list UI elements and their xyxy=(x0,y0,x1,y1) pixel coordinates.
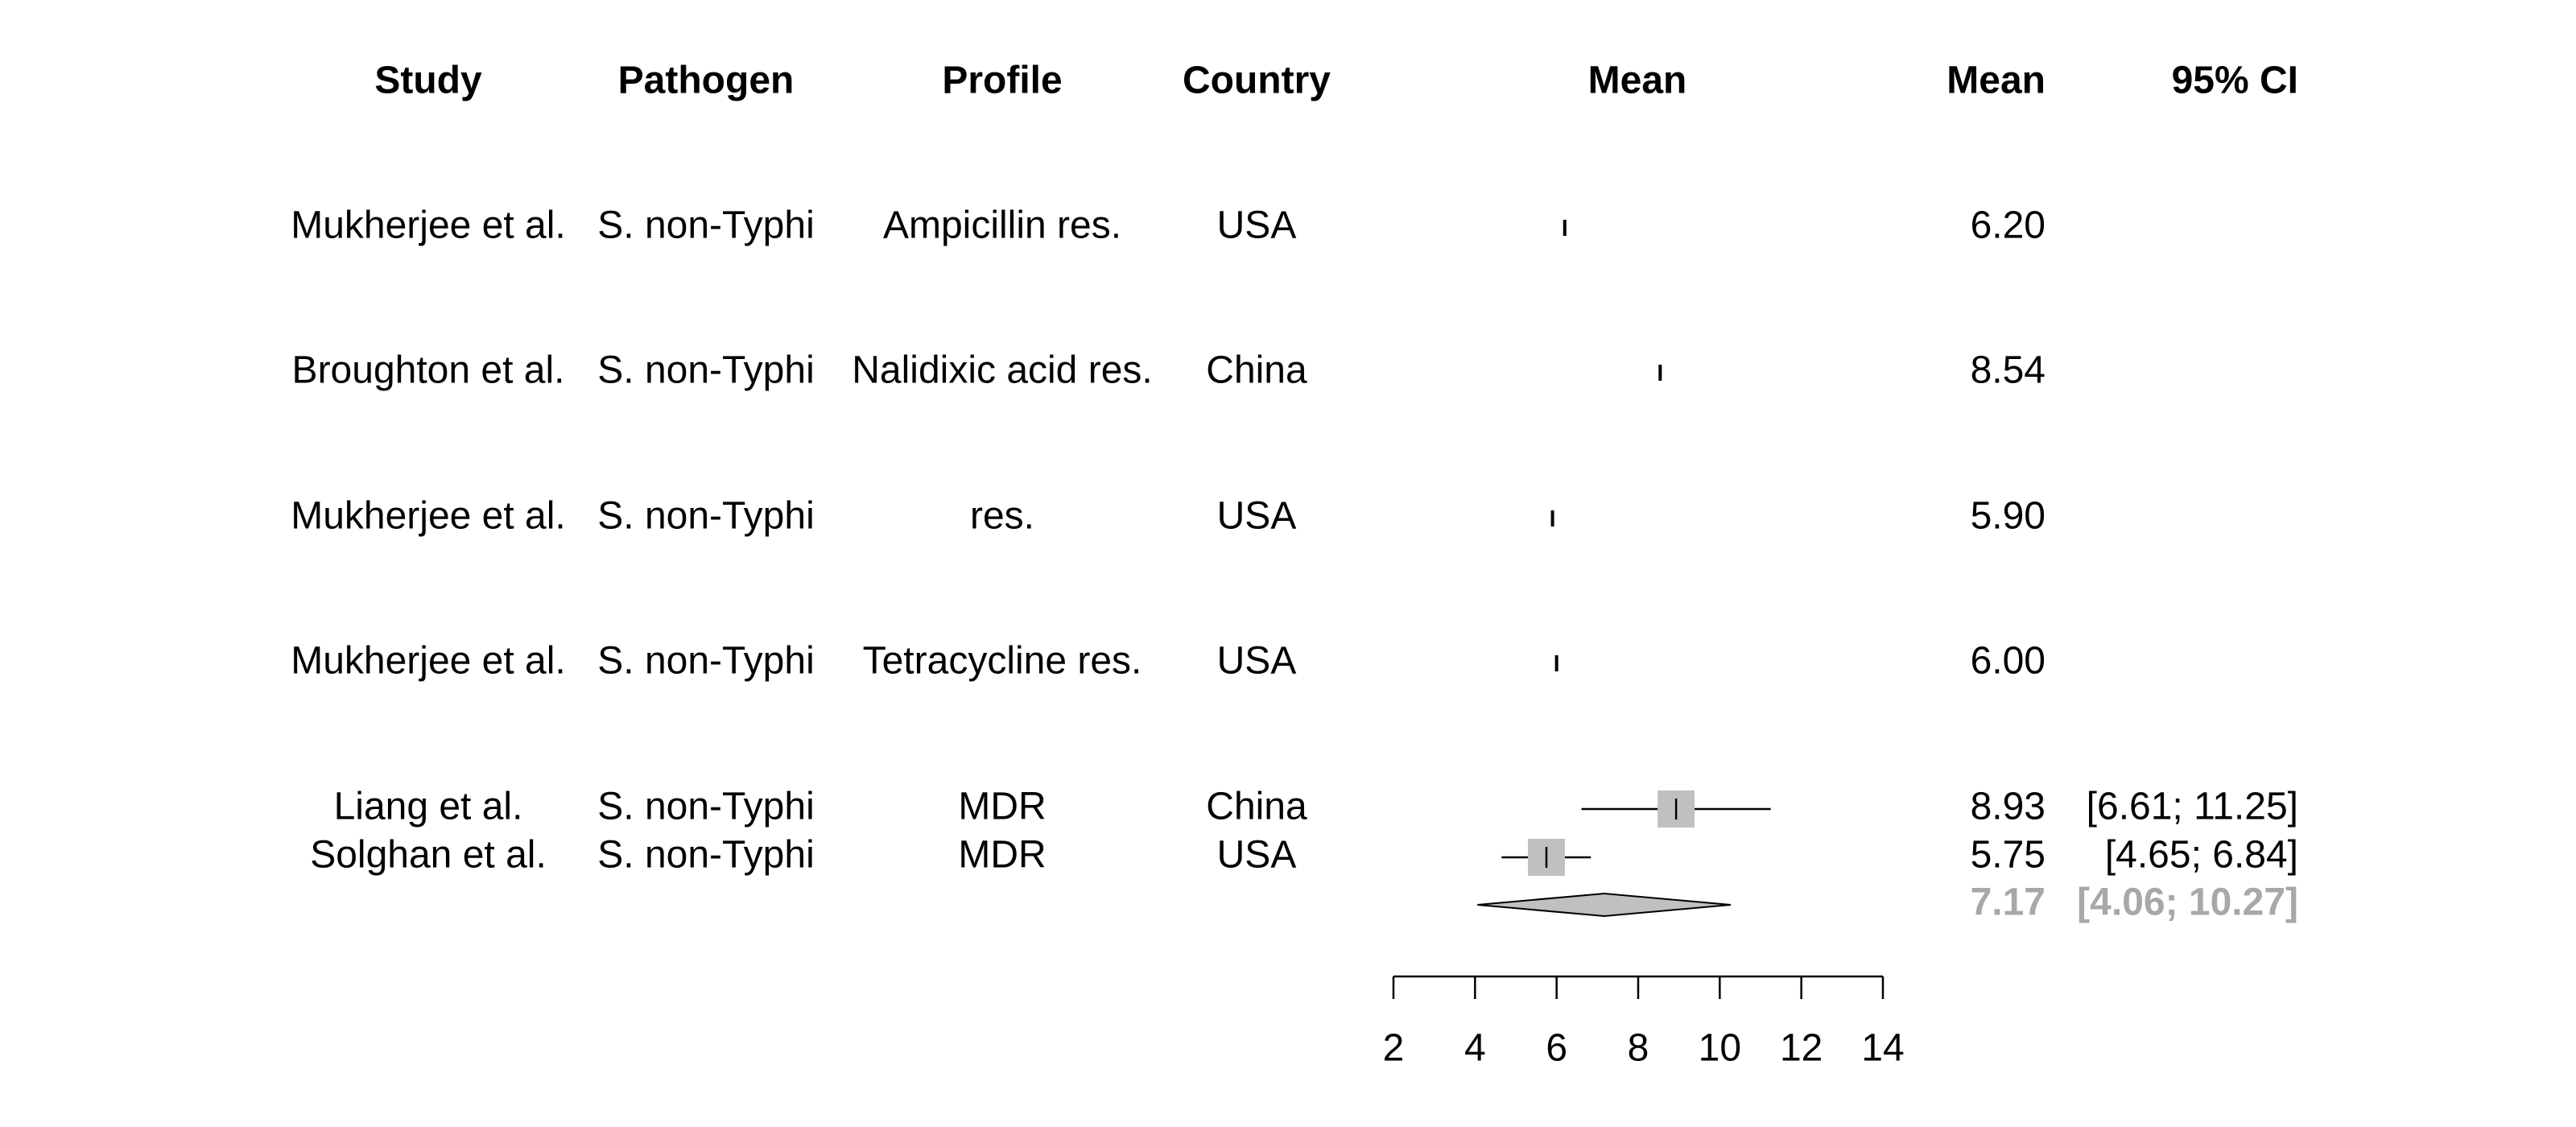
mean-value: 8.93 xyxy=(1971,786,2046,828)
x-tick-label: 10 xyxy=(1699,1027,1741,1070)
x-tick-label: 4 xyxy=(1464,1027,1486,1070)
x-tick-label: 8 xyxy=(1628,1027,1649,1070)
header-profile: Profile xyxy=(942,60,1062,102)
summary-ci-value: [4.06; 10.27] xyxy=(2077,881,2298,924)
profile-label: Ampicillin res. xyxy=(883,204,1121,247)
mean-value: 5.75 xyxy=(1971,834,2046,877)
country-label: USA xyxy=(1217,204,1297,247)
mean-value: 6.00 xyxy=(1971,640,2046,683)
x-tick-label: 14 xyxy=(1861,1027,1904,1070)
study-label: Mukherjee et al. xyxy=(291,204,566,247)
header-country: Country xyxy=(1183,60,1331,102)
mean-value: 6.20 xyxy=(1971,204,2046,247)
pathogen-label: S. non-Typhi xyxy=(597,349,814,392)
pathogen-label: S. non-Typhi xyxy=(597,495,814,538)
country-label: China xyxy=(1206,349,1307,392)
profile-label: res. xyxy=(970,495,1034,538)
header-ci: 95% CI xyxy=(2172,60,2298,102)
x-tick-label: 2 xyxy=(1383,1027,1405,1070)
ci-value: [4.65; 6.84] xyxy=(2105,834,2298,877)
pathogen-label: S. non-Typhi xyxy=(597,786,814,828)
header-pathogen: Pathogen xyxy=(618,60,795,102)
x-tick-label: 12 xyxy=(1780,1027,1823,1070)
country-label: USA xyxy=(1217,640,1297,683)
profile-label: Tetracycline res. xyxy=(863,640,1142,683)
study-label: Broughton et al. xyxy=(292,349,565,392)
header-plot-mean: Mean xyxy=(1588,60,1687,102)
pathogen-label: S. non-Typhi xyxy=(597,204,814,247)
profile-label: MDR xyxy=(958,786,1046,828)
header-mean: Mean xyxy=(1946,60,2046,102)
summary-diamond xyxy=(1477,892,1732,918)
study-label: Mukherjee et al. xyxy=(291,495,566,538)
pathogen-label: S. non-Typhi xyxy=(597,640,814,683)
study-label: Mukherjee et al. xyxy=(291,640,566,683)
pathogen-label: S. non-Typhi xyxy=(597,834,814,877)
profile-label: Nalidixic acid res. xyxy=(852,349,1152,392)
study-label: Solghan et al. xyxy=(310,834,547,877)
ci-value: [6.61; 11.25] xyxy=(2087,786,2298,828)
mean-value: 5.90 xyxy=(1971,495,2046,538)
country-label: USA xyxy=(1217,495,1297,538)
country-label: China xyxy=(1206,786,1307,828)
study-label: Liang et al. xyxy=(334,786,523,828)
mean-value: 8.54 xyxy=(1971,349,2046,392)
header-study: Study xyxy=(374,60,482,102)
country-label: USA xyxy=(1217,834,1297,877)
x-tick-label: 6 xyxy=(1546,1027,1567,1070)
profile-label: MDR xyxy=(958,834,1046,877)
summary-mean-value: 7.17 xyxy=(1971,881,2046,924)
